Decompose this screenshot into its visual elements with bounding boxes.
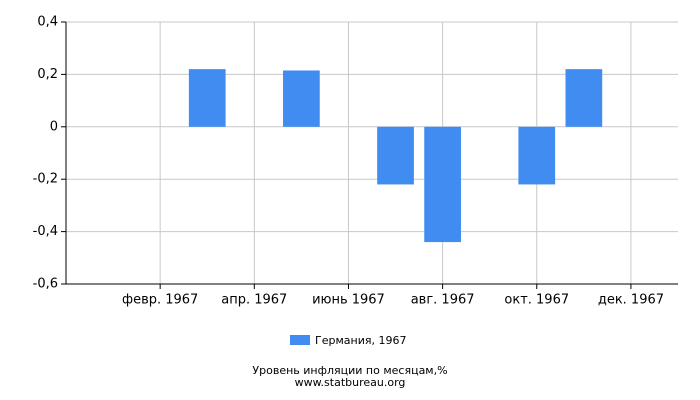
x-tick-label: июнь 1967: [312, 293, 385, 308]
bar: [283, 70, 320, 127]
x-tick-label: февр. 1967: [122, 293, 198, 308]
y-tick-label: -0,6: [33, 277, 58, 292]
x-tick-label: апр. 1967: [221, 293, 287, 308]
y-tick-label: -0,4: [33, 224, 58, 239]
y-tick-label: 0: [50, 119, 58, 134]
legend-swatch: [290, 335, 310, 345]
x-tick-label: дек. 1967: [598, 293, 664, 308]
chart-subtitle: Уровень инфляции по месяцам,%: [252, 364, 447, 377]
x-tick-label: авг. 1967: [411, 293, 475, 308]
y-tick-label: 0,4: [37, 15, 58, 30]
y-tick-label: -0,2: [33, 172, 58, 187]
bar: [377, 126, 414, 185]
bar: [565, 69, 603, 127]
x-tick-label: окт. 1967: [504, 293, 569, 308]
y-tick-label: 0,2: [37, 67, 58, 82]
bar: [518, 126, 556, 185]
bar: [424, 126, 461, 243]
bar: [188, 69, 226, 127]
chart-source: www.statbureau.org: [295, 376, 406, 389]
legend-label: Германия, 1967: [315, 334, 406, 347]
